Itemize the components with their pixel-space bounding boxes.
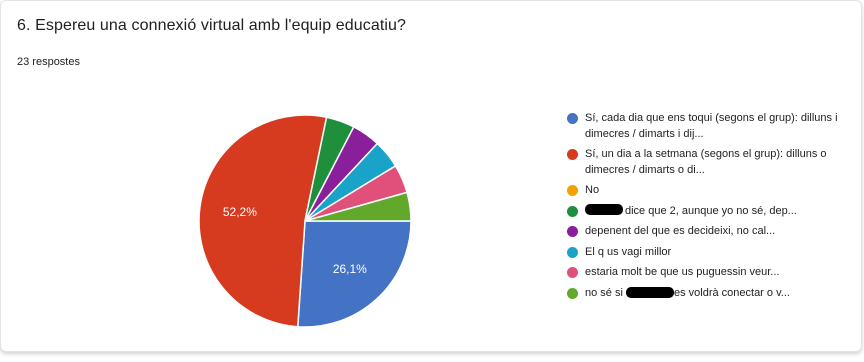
legend-swatch xyxy=(567,287,578,299)
legend-swatch xyxy=(567,149,578,160)
legend-label: no sé si es voldrà conectar o v... xyxy=(585,286,790,299)
redaction-mark xyxy=(585,203,623,215)
legend-item-el-q-us-vagi[interactable]: El q us vagi millor xyxy=(567,245,857,261)
response-count: 23 respostes xyxy=(17,56,80,68)
legend-label: estaria molt be que us puguessin veur... xyxy=(585,266,780,278)
legend-label: depenent del que es decideixi, no cal... xyxy=(585,225,776,237)
legend-swatch xyxy=(567,185,578,196)
legend-swatch xyxy=(567,113,578,124)
pie-slice-0[interactable] xyxy=(296,220,412,328)
legend-swatch xyxy=(567,267,578,278)
question-title: 6. Espereu una connexió virtual amb l'eq… xyxy=(17,17,407,34)
legend-item-no[interactable]: No xyxy=(567,183,857,199)
legend-label: El q us vagi millor xyxy=(585,245,672,258)
legend-label: No xyxy=(585,184,600,196)
pie-slice-7[interactable] xyxy=(304,191,412,222)
legend-label: dice que 2, aunque yo no sé, dep... xyxy=(625,204,797,217)
legend-item-depenent[interactable]: depenent del que es decideixi, no cal... xyxy=(567,224,857,240)
legend-item-no-se-si[interactable]: no sé si es voldrà conectar o v... xyxy=(567,286,857,302)
pie-slice-1[interactable] xyxy=(198,114,328,328)
chart-legend: Sí, cada dia que ens toqui (segons el gr… xyxy=(567,111,857,306)
legend-item-estaria[interactable]: estaria molt be que us puguessin veur... xyxy=(567,265,857,281)
legend-swatch xyxy=(567,226,578,237)
legend-swatch xyxy=(567,246,578,258)
chart-card: 6. Espereu una connexió virtual amb l'eq… xyxy=(0,0,862,352)
redaction-mark xyxy=(625,286,674,298)
pie-slice-label-0: 26,1% xyxy=(333,262,367,276)
legend-item-un-dia[interactable]: Sí, un dia a la setmana (segons el grup)… xyxy=(567,147,857,178)
legend-item-dice-que-2[interactable]: dice que 2, aunque yo no sé, dep... xyxy=(567,203,857,220)
pie-slice-label-1: 52,2% xyxy=(223,205,257,219)
legend-item-cada-dia[interactable]: Sí, cada dia que ens toqui (segons el gr… xyxy=(567,111,857,142)
legend-label: Sí, un dia a la setmana (segons el grup)… xyxy=(585,148,827,176)
legend-label: Sí, cada dia que ens toqui (segons el gr… xyxy=(585,112,838,140)
legend-swatch xyxy=(567,205,578,217)
